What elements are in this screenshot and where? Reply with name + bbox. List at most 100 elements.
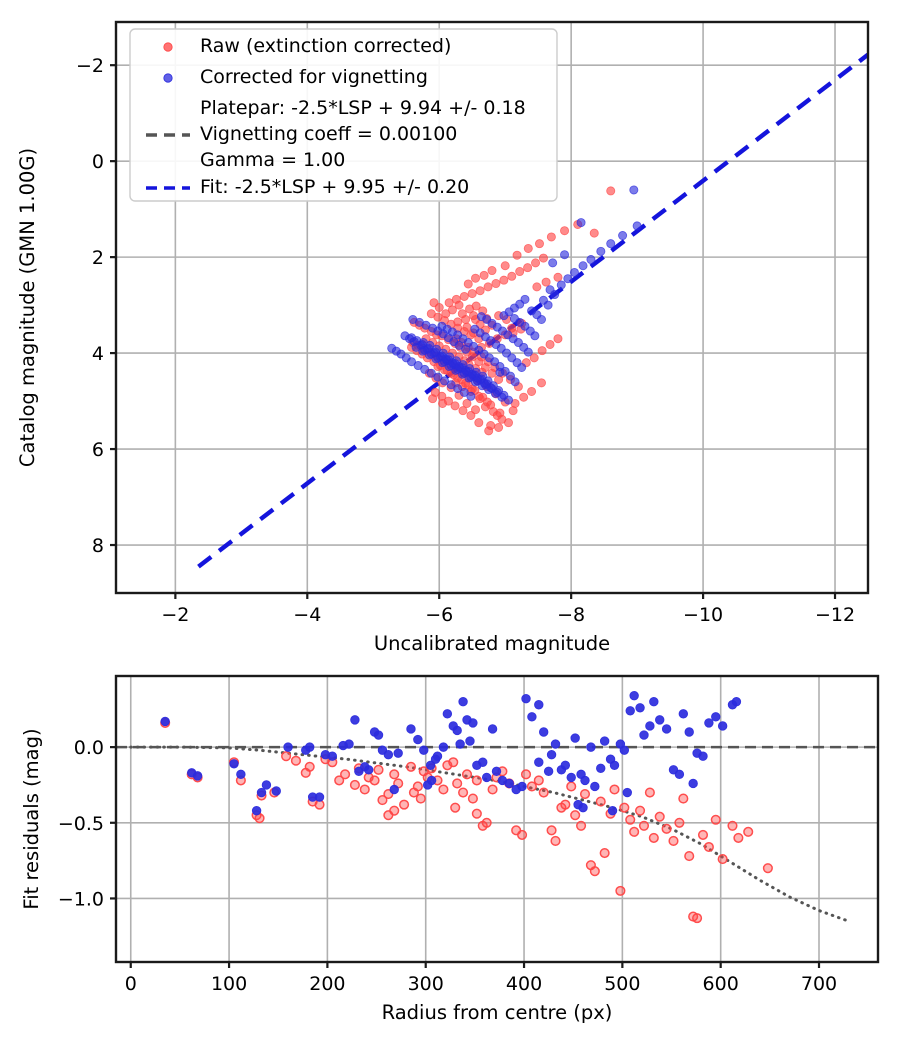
data-point [500, 261, 510, 271]
data-point [698, 751, 708, 761]
data-point [538, 787, 549, 798]
data-point [684, 727, 694, 737]
data-point [444, 298, 454, 308]
data-point [451, 294, 461, 304]
data-point [415, 793, 426, 804]
data-point [261, 780, 272, 790]
data-point [478, 392, 488, 402]
data-point [644, 787, 655, 798]
data-point [704, 718, 714, 728]
x-tick-label: −2 [161, 604, 189, 626]
data-point [515, 267, 525, 277]
data-point [586, 255, 596, 265]
data-point [494, 422, 504, 432]
data-point [629, 185, 639, 195]
data-point [625, 814, 636, 825]
data-point [430, 754, 441, 764]
data-point [453, 317, 463, 327]
data-point [491, 766, 502, 777]
data-point [483, 282, 493, 292]
data-point [389, 784, 399, 795]
legend-label: Gamma = 1.00 [200, 149, 345, 171]
data-point [550, 835, 561, 846]
data-point [484, 426, 494, 436]
data-point [461, 344, 471, 354]
data-point [655, 715, 665, 725]
data-point [703, 841, 714, 853]
data-point [596, 763, 606, 774]
data-point [251, 805, 262, 816]
data-point [599, 848, 610, 859]
data-point [408, 314, 418, 324]
data-point [459, 291, 469, 301]
data-point [615, 885, 626, 896]
data-point [459, 387, 469, 397]
data-point [517, 829, 528, 840]
data-point [446, 380, 456, 390]
data-point [290, 755, 301, 766]
data-point [481, 772, 492, 783]
data-point [429, 298, 439, 308]
y-tick-label: 8 [92, 535, 104, 557]
data-point [609, 784, 620, 795]
data-point [418, 338, 428, 348]
axes-frame [114, 20, 870, 595]
data-point [553, 334, 563, 344]
data-point [475, 286, 485, 296]
series-raw [160, 717, 773, 924]
legend-label: Raw (extinction corrected) [200, 35, 451, 57]
data-point [684, 851, 695, 862]
data-point [580, 775, 590, 786]
data-point [523, 263, 533, 273]
data-point [458, 360, 468, 370]
data-point [509, 314, 519, 324]
y-tick-label: 4 [92, 343, 104, 365]
data-point [743, 826, 754, 837]
data-point [733, 832, 744, 843]
data-point [486, 400, 496, 410]
data-point [443, 396, 453, 406]
data-point [487, 266, 497, 276]
data-point [471, 301, 481, 311]
data-point [635, 805, 646, 816]
legend-entry: Platepar: -2.5*LSP + 9.94 +/- 0.18 Vignet… [146, 97, 526, 171]
data-point [387, 343, 397, 353]
data-point [420, 364, 430, 374]
data-point [304, 761, 315, 772]
legend: Raw (extinction corrected) Corrected for … [129, 28, 558, 202]
data-point [465, 363, 475, 373]
data-point [717, 721, 728, 731]
data-point [520, 294, 530, 304]
data-point [463, 279, 473, 289]
data-point [541, 277, 551, 287]
data-point [638, 820, 650, 831]
data-point [692, 913, 703, 924]
legend-background [129, 28, 558, 202]
data-point [510, 377, 520, 387]
data-point [697, 829, 709, 840]
data-point [283, 742, 293, 752]
data-point [539, 727, 549, 737]
data-point [256, 787, 267, 798]
data-point [405, 761, 417, 772]
data-point [426, 775, 437, 786]
data-point [430, 387, 440, 397]
data-point [461, 314, 471, 324]
data-point [569, 267, 579, 277]
data-point [607, 805, 618, 816]
data-point [570, 810, 581, 821]
data-point [560, 799, 571, 810]
data-point [731, 697, 742, 707]
y-axis-label: Catalog magnitude (GMN 1.00G) [16, 148, 39, 467]
legend-entry: Corrected for vignetting [163, 66, 428, 88]
data-point [560, 250, 570, 260]
x-tick-label: 200 [309, 973, 345, 995]
x-tick-label: −12 [815, 604, 855, 626]
data-point [711, 712, 721, 722]
data-point [519, 392, 529, 402]
data-point [469, 311, 479, 321]
data-point [349, 779, 360, 791]
data-point [538, 253, 548, 263]
